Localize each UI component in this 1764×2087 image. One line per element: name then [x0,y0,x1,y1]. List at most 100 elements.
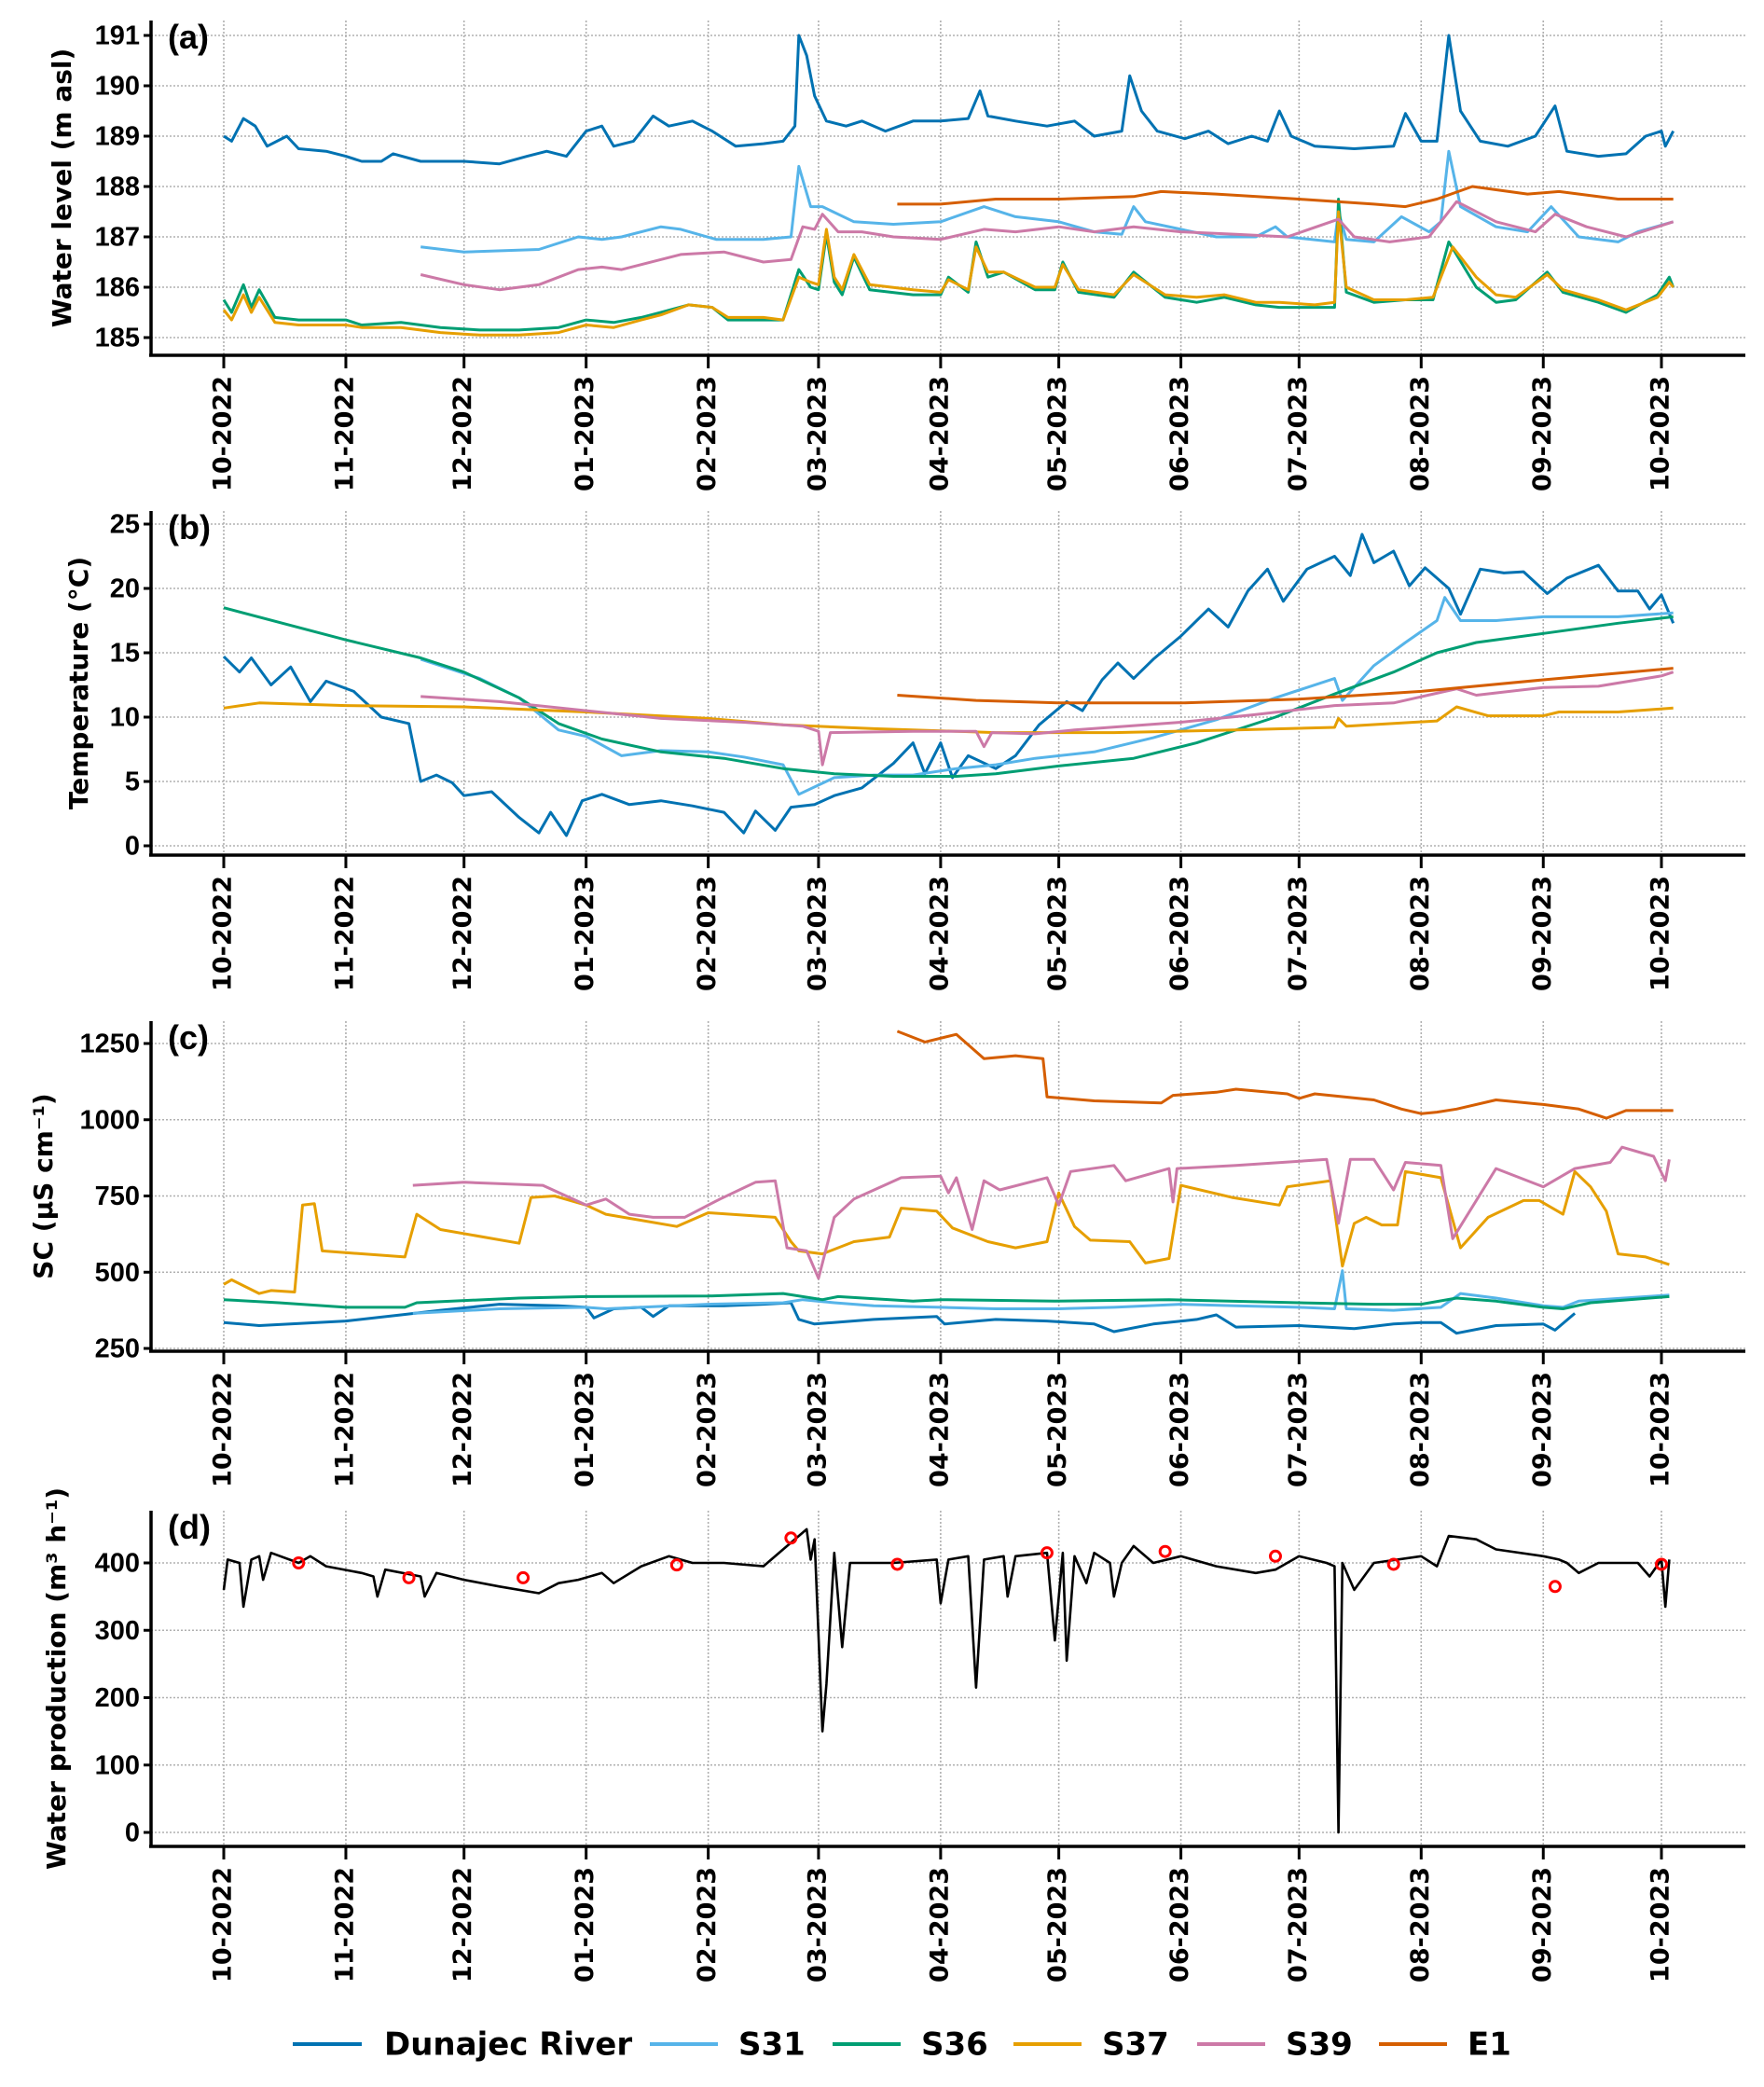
series-line-dunajec-river [223,34,1675,166]
x-tick-label: 02-2023 [693,1867,722,1983]
series-line-s36 [223,606,1674,778]
marker-point [784,1531,798,1545]
x-tick-label: 07-2023 [1284,876,1313,991]
x-tick-label: 03-2023 [803,1372,832,1487]
x-tick-label: 09-2023 [1528,376,1557,491]
marker-point [1158,1544,1172,1558]
legend-label-s37: S37 [1102,2026,1169,2064]
x-tick-label: 11-2022 [330,876,359,991]
x-tick-label: 05-2023 [1043,1867,1072,1983]
series-line-e1 [896,1030,1674,1120]
panel-label: (b) [168,508,211,546]
y-tick-label: 25 [110,510,140,540]
marker-point [1548,1580,1562,1594]
x-tick-label: 12-2022 [448,876,477,991]
marker-point [292,1556,306,1569]
x-tick-label: 06-2023 [1165,1867,1194,1983]
y-tick-label: 200 [95,1683,140,1713]
x-tick-label: 11-2022 [330,1372,359,1487]
x-tick-label: 07-2023 [1284,1372,1313,1487]
y-axis-title: Temperature (°C) [63,557,94,809]
y-axis-title: Water level (m asl) [47,48,77,328]
y-tick-label: 189 [95,122,140,152]
y-tick-label: 0 [125,1818,140,1848]
x-tick-label: 01-2023 [571,876,599,991]
y-tick-label: 500 [95,1258,140,1288]
marker-point [1386,1557,1400,1571]
x-tick-label: 04-2023 [925,376,954,491]
marker-point [669,1558,683,1572]
x-tick-label: 08-2023 [1406,1867,1435,1983]
series-line-s37 [223,1169,1670,1295]
x-tick-label: 01-2023 [571,1372,599,1487]
series-line-e1 [897,667,1674,705]
x-tick-label: 01-2023 [571,1867,599,1983]
y-tick-label: 300 [95,1616,140,1646]
series-line-s37 [222,210,1674,337]
x-tick-label: 06-2023 [1165,1372,1194,1487]
series-line-dunajec-river [222,532,1675,837]
series-line-e1 [897,185,1674,209]
y-tick-label: 15 [110,639,140,669]
y-tick-label: 1000 [79,1105,140,1135]
series-line-s31 [420,149,1674,254]
legend-label-s36: S36 [921,2026,988,2064]
x-tick-label: 12-2022 [448,376,477,491]
x-tick-label: 08-2023 [1406,876,1435,991]
y-tick-label: 187 [95,223,140,253]
series-line-s39 [420,670,1674,767]
x-tick-label: 10-2023 [1647,1867,1675,1983]
y-tick-label: 100 [95,1750,140,1780]
x-tick-label: 10-2023 [1647,1372,1675,1487]
series-line-s36 [223,1292,1670,1310]
x-tick-label: 08-2023 [1406,1372,1435,1487]
y-tick-label: 5 [125,767,140,797]
x-tick-label: 02-2023 [693,376,722,491]
x-tick-label: 05-2023 [1043,1372,1072,1487]
x-tick-label: 10-2022 [209,376,238,491]
y-tick-label: 185 [95,324,140,353]
x-tick-label: 06-2023 [1165,376,1194,491]
legend-label-dunajec: Dunajec River [384,2026,632,2064]
x-tick-label: 10-2022 [209,1867,238,1983]
x-tick-label: 02-2023 [693,1372,722,1487]
panel-a: 185 186 187 188 189 190 191 10-2022 11-2022 12-20… [47,18,1745,491]
x-tick-label: 10-2023 [1647,376,1675,491]
x-tick-label: 08-2023 [1406,376,1435,491]
y-tick-label: 20 [110,574,140,604]
series-line-water-production [222,1527,1671,1834]
legend-label-s31: S31 [738,2026,806,2064]
panel-c: 250 500 750 1000 1250 10-2022 11-2022 12-2022 01… [28,1018,1745,1487]
series-line-s31 [412,1269,1670,1315]
y-tick-label: 10 [110,703,140,733]
panel-label: (a) [168,18,209,56]
y-tick-label: 750 [95,1182,140,1211]
x-tick-label: 10-2022 [209,1372,238,1487]
panel-label: (d) [168,1508,211,1546]
marker-point [1268,1549,1282,1563]
y-tick-label: 1250 [79,1030,140,1059]
y-tick-label: 250 [95,1334,140,1364]
x-tick-label: 09-2023 [1528,1867,1557,1983]
x-tick-label: 10-2023 [1647,876,1675,991]
y-tick-label: 0 [125,832,140,862]
series-line-s37 [223,701,1674,735]
x-tick-label: 07-2023 [1284,376,1313,491]
x-tick-label: 09-2023 [1528,876,1557,991]
x-tick-label: 05-2023 [1043,876,1072,991]
x-tick-label: 03-2023 [803,376,832,491]
y-tick-label: 191 [95,21,140,51]
x-tick-label: 10-2022 [209,876,238,991]
panel-b: 0 5 10 15 20 25 10-2022 11-2022 12-2022 01-2023 02… [63,508,1745,991]
legend: Dunajec River S31 S36 S37 S39 E1 [293,2026,1511,2064]
marker-point [402,1570,416,1584]
panel-d: 0 100 200 300 400 10-2022 11-2022 12-2022 01-202… [41,1487,1745,1983]
x-tick-label: 07-2023 [1284,1867,1313,1983]
legend-label-e1: E1 [1468,2026,1511,2064]
x-tick-label: 05-2023 [1043,376,1072,491]
y-tick-label: 190 [95,72,140,102]
panel-label: (c) [168,1018,209,1057]
y-tick-label: 400 [95,1549,140,1579]
x-tick-label: 02-2023 [693,876,722,991]
